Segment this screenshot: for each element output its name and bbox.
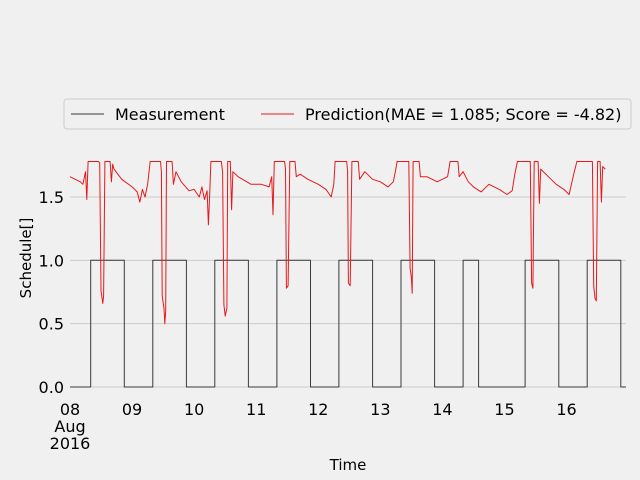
series-line-prediction xyxy=(69,161,606,325)
legend: Measurement Prediction(MAE = 1.085; Scor… xyxy=(63,98,632,130)
y-tick-label: 0.5 xyxy=(39,315,64,334)
x-tick-label: 13 xyxy=(370,400,390,419)
x-tick-sublabel-year: 2016 xyxy=(50,434,91,453)
x-tick-label: 16 xyxy=(556,400,576,419)
x-tick-label: 08 xyxy=(60,400,80,419)
x-tick-label: 10 xyxy=(184,400,204,419)
x-tick-sublabel-month: Aug xyxy=(54,417,85,436)
y-axis-label: Schedule[] xyxy=(17,218,35,299)
y-tick-label: 1.5 xyxy=(39,188,64,207)
x-tick-label: 11 xyxy=(246,400,266,419)
x-tick-label: 12 xyxy=(308,400,328,419)
x-axis-label: Time xyxy=(329,456,367,474)
x-tick-label: 14 xyxy=(432,400,452,419)
series-layer xyxy=(69,161,626,388)
series-line-measurement xyxy=(70,259,626,388)
x-tick-label: 09 xyxy=(122,400,142,419)
legend-label-prediction: Prediction(MAE = 1.085; Score = -4.82) xyxy=(305,105,621,124)
legend-label-measurement: Measurement xyxy=(115,105,225,124)
y-tick-layer: 0.0 0.5 1.0 1.5 xyxy=(39,188,64,397)
y-tick-label: 1.0 xyxy=(39,251,64,270)
legend-box xyxy=(63,98,632,130)
y-tick-label: 0.0 xyxy=(39,378,64,397)
x-tick-label: 15 xyxy=(494,400,514,419)
